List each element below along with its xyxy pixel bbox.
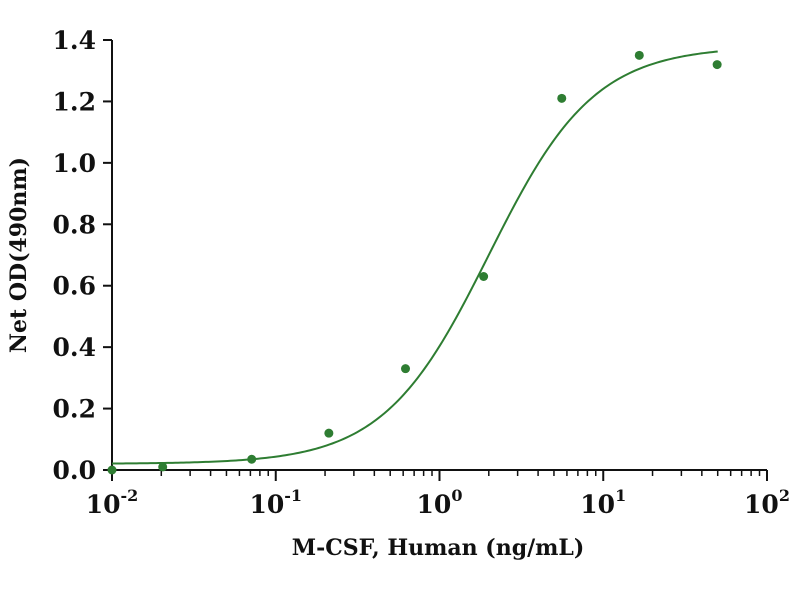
y-tick-label: 1.0	[53, 149, 97, 178]
x-tick-label: 10-2	[86, 486, 139, 519]
data-point	[634, 50, 644, 60]
data-point	[712, 60, 722, 70]
x-ticks: 10-2 10-1 100 101 102	[86, 470, 790, 519]
y-ticks: 0.0 0.2 0.4 0.6 0.8 1.0 1.2 1.4	[53, 26, 112, 485]
data-point	[107, 465, 117, 475]
axes	[111, 40, 767, 471]
data-point	[401, 364, 411, 374]
y-tick-label: 0.0	[53, 456, 97, 485]
y-tick-label: 0.6	[53, 272, 97, 301]
y-tick-label: 0.8	[53, 210, 97, 239]
data-point	[557, 93, 567, 103]
y-tick-label: 1.4	[53, 26, 97, 55]
x-tick-label: 102	[744, 486, 790, 519]
data-point	[479, 272, 489, 281]
x-tick-label: 10-1	[249, 486, 302, 519]
y-tick-label: 0.4	[53, 333, 97, 362]
data-point	[158, 462, 168, 472]
x-axis-title: M-CSF, Human (ng/mL)	[292, 535, 585, 561]
x-tick-label: 101	[580, 486, 626, 519]
data-point	[324, 428, 334, 438]
y-axis-title: Net OD(490nm)	[6, 157, 32, 353]
y-tick-label: 1.2	[53, 87, 97, 116]
data-points	[107, 50, 722, 475]
fit-curve	[111, 50, 718, 465]
fit-curve-layer	[111, 50, 718, 465]
y-tick-label: 0.2	[53, 395, 97, 424]
data-point	[247, 454, 257, 464]
x-tick-label: 100	[417, 486, 463, 519]
